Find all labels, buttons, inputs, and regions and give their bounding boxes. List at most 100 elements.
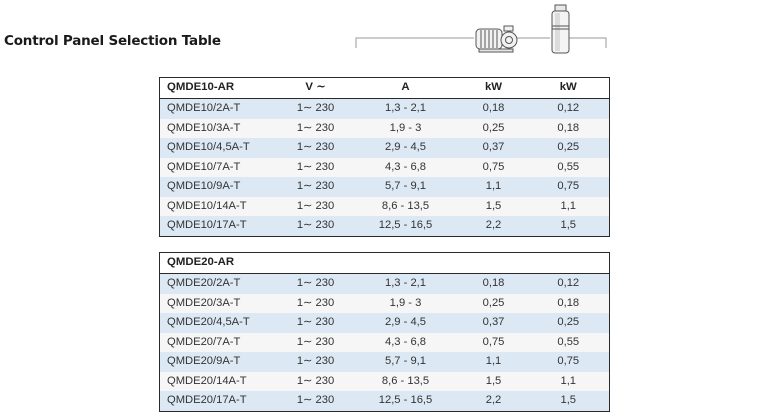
cell-power-1: 2,2 (459, 391, 528, 411)
header-power-2 (527, 252, 610, 274)
cell-power-1: 0,37 (459, 313, 528, 333)
selection-table-qmde20: QMDE20-AR QMDE20/2A-T 1∼ 230 1,3 - 2,1 0… (159, 252, 610, 412)
header-current (351, 252, 460, 274)
table-row: QMDE10/14A-T 1∼ 230 8,6 - 13,5 1,5 1,1 (159, 196, 610, 216)
cell-voltage: 1∼ 230 (279, 391, 352, 411)
table-row: QMDE10/2A-T 1∼ 230 1,3 - 2,1 0,18 0,12 (159, 98, 610, 119)
submersible-pump-icon (551, 4, 570, 54)
cell-model: QMDE20/7A-T (159, 332, 280, 352)
cell-power-2: 0,18 (527, 293, 610, 313)
header-power-1: kW (459, 77, 528, 99)
selection-table-qmde10: QMDE10-AR V ∼ A kW kW QMDE10/2A-T 1∼ 230… (159, 77, 610, 237)
cell-power-1: 0,25 (459, 293, 528, 313)
cell-model: QMDE20/17A-T (159, 391, 280, 411)
page-title: Control Panel Selection Table (4, 33, 221, 49)
cell-voltage: 1∼ 230 (279, 332, 352, 352)
cell-power-1: 0,18 (459, 273, 528, 294)
table-header-row: QMDE20-AR (159, 252, 610, 274)
table-row: QMDE20/14A-T 1∼ 230 8,6 - 13,5 1,5 1,1 (159, 371, 610, 391)
cell-power-1: 1,1 (459, 352, 528, 372)
cell-power-2: 0,12 (527, 273, 610, 294)
cell-power-1: 0,25 (459, 118, 528, 138)
cell-model: QMDE10/2A-T (159, 98, 280, 119)
cell-current: 2,9 - 4,5 (351, 313, 460, 333)
table-row: QMDE20/2A-T 1∼ 230 1,3 - 2,1 0,18 0,12 (159, 273, 610, 294)
cell-voltage: 1∼ 230 (279, 273, 352, 294)
cell-power-2: 1,1 (527, 196, 610, 216)
table-row: QMDE20/4,5A-T 1∼ 230 2,9 - 4,5 0,37 0,25 (159, 313, 610, 333)
cell-power-2: 0,18 (527, 118, 610, 138)
cell-current: 1,9 - 3 (351, 293, 460, 313)
header-current: A (351, 77, 460, 99)
cell-current: 2,9 - 4,5 (351, 138, 460, 158)
table-row: QMDE20/7A-T 1∼ 230 4,3 - 6,8 0,75 0,55 (159, 332, 610, 352)
header-voltage: V ∼ (279, 77, 352, 99)
cell-model: QMDE10/9A-T (159, 177, 280, 197)
cell-power-2: 1,1 (527, 371, 610, 391)
cell-power-1: 0,75 (459, 332, 528, 352)
table-row: QMDE10/7A-T 1∼ 230 4,3 - 6,8 0,75 0,55 (159, 157, 610, 177)
header-model: QMDE20-AR (159, 252, 280, 274)
table-header-row: QMDE10-AR V ∼ A kW kW (159, 77, 610, 99)
cell-model: QMDE10/17A-T (159, 216, 280, 236)
cell-power-2: 1,5 (527, 391, 610, 411)
table-row: QMDE20/3A-T 1∼ 230 1,9 - 3 0,25 0,18 (159, 293, 610, 313)
table-row: QMDE10/4,5A-T 1∼ 230 2,9 - 4,5 0,37 0,25 (159, 138, 610, 158)
header-power-1 (459, 252, 528, 274)
cell-model: QMDE20/14A-T (159, 371, 280, 391)
cell-voltage: 1∼ 230 (279, 177, 352, 197)
table-row: QMDE20/17A-T 1∼ 230 12,5 - 16,5 2,2 1,5 (159, 391, 610, 411)
cell-current: 12,5 - 16,5 (351, 216, 460, 236)
cell-model: QMDE20/9A-T (159, 352, 280, 372)
cell-voltage: 1∼ 230 (279, 371, 352, 391)
cell-power-2: 0,75 (527, 177, 610, 197)
table-row: QMDE10/9A-T 1∼ 230 5,7 - 9,1 1,1 0,75 (159, 177, 610, 197)
cell-power-2: 0,75 (527, 352, 610, 372)
cell-model: QMDE10/14A-T (159, 196, 280, 216)
cell-power-2: 0,25 (527, 313, 610, 333)
cell-power-2: 1,5 (527, 216, 610, 236)
cell-voltage: 1∼ 230 (279, 293, 352, 313)
cell-voltage: 1∼ 230 (279, 138, 352, 158)
header-power-2: kW (527, 77, 610, 99)
table-row: QMDE10/3A-T 1∼ 230 1,9 - 3 0,25 0,18 (159, 118, 610, 138)
cell-power-1: 1,1 (459, 177, 528, 197)
cell-voltage: 1∼ 230 (279, 216, 352, 236)
cell-power-2: 0,55 (527, 332, 610, 352)
cell-current: 12,5 - 16,5 (351, 391, 460, 411)
cell-model: QMDE20/4,5A-T (159, 313, 280, 333)
cell-voltage: 1∼ 230 (279, 352, 352, 372)
cell-model: QMDE10/3A-T (159, 118, 280, 138)
cell-model: QMDE20/3A-T (159, 293, 280, 313)
diagram-bracket-line (355, 37, 607, 48)
cell-power-1: 0,75 (459, 157, 528, 177)
cell-current: 5,7 - 9,1 (351, 177, 460, 197)
cell-power-1: 2,2 (459, 216, 528, 236)
cell-voltage: 1∼ 230 (279, 98, 352, 119)
cell-current: 8,6 - 13,5 (351, 196, 460, 216)
cell-voltage: 1∼ 230 (279, 313, 352, 333)
cell-power-2: 0,12 (527, 98, 610, 119)
cell-power-1: 0,18 (459, 98, 528, 119)
pump-diagram (355, 4, 607, 54)
cell-current: 1,3 - 2,1 (351, 98, 460, 119)
cell-power-1: 0,37 (459, 138, 528, 158)
cell-current: 8,6 - 13,5 (351, 371, 460, 391)
cell-voltage: 1∼ 230 (279, 196, 352, 216)
cell-model: QMDE10/4,5A-T (159, 138, 280, 158)
header-model: QMDE10-AR (159, 77, 280, 99)
table-row: QMDE10/17A-T 1∼ 230 12,5 - 16,5 2,2 1,5 (159, 216, 610, 236)
cell-model: QMDE10/7A-T (159, 157, 280, 177)
header-voltage (279, 252, 352, 274)
cell-power-2: 0,55 (527, 157, 610, 177)
cell-power-1: 1,5 (459, 371, 528, 391)
cell-current: 1,9 - 3 (351, 118, 460, 138)
table-row: QMDE20/9A-T 1∼ 230 5,7 - 9,1 1,1 0,75 (159, 352, 610, 372)
cell-power-1: 1,5 (459, 196, 528, 216)
surface-pump-icon (475, 25, 518, 53)
cell-voltage: 1∼ 230 (279, 157, 352, 177)
cell-current: 5,7 - 9,1 (351, 352, 460, 372)
cell-current: 1,3 - 2,1 (351, 273, 460, 294)
cell-current: 4,3 - 6,8 (351, 332, 460, 352)
cell-voltage: 1∼ 230 (279, 118, 352, 138)
